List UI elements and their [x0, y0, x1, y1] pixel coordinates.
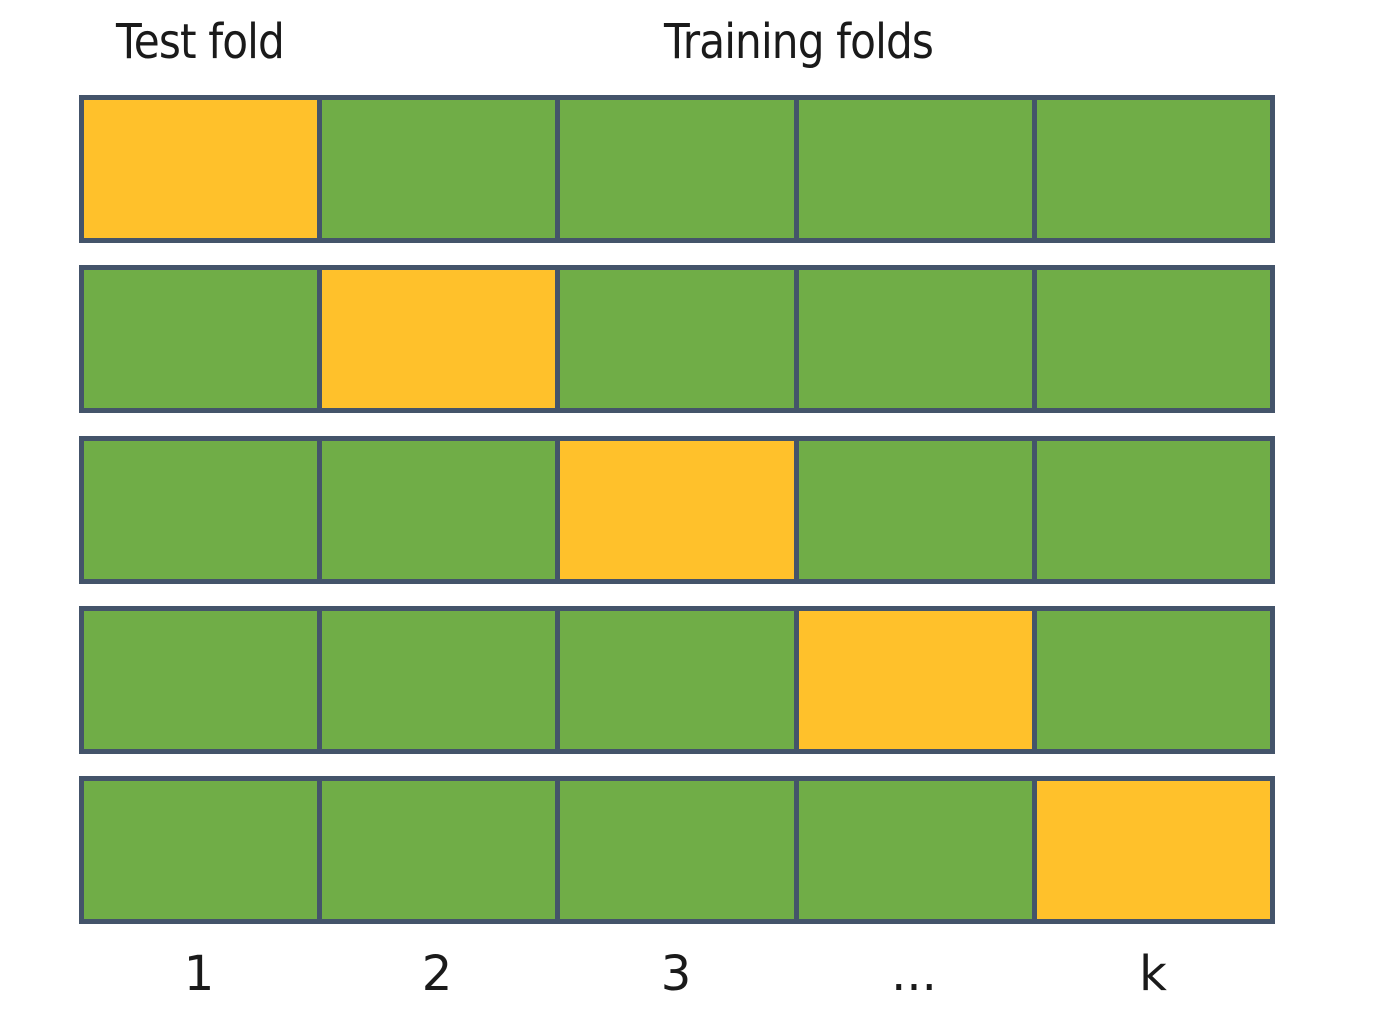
test-fold-label: Test fold: [116, 14, 285, 70]
fold-row-1: [79, 95, 1275, 243]
training-fold-cell: [322, 611, 556, 749]
test-fold-cell: [1036, 781, 1271, 919]
column-label-3: 3: [660, 946, 692, 1002]
fold-row-4: [79, 606, 1275, 754]
column-label-1: 1: [183, 946, 215, 1002]
training-fold-cell: [84, 270, 318, 408]
training-fold-cell: [560, 781, 794, 919]
test-fold-cell: [560, 441, 794, 579]
fold-row-5: [79, 776, 1275, 924]
training-fold-cell: [560, 100, 794, 238]
column-label-2: 2: [421, 946, 453, 1002]
training-fold-cell: [322, 441, 556, 579]
training-fold-cell: [322, 781, 556, 919]
training-fold-cell: [798, 441, 1032, 579]
fold-row-2: [79, 265, 1275, 413]
training-fold-cell: [1036, 100, 1271, 238]
training-fold-cell: [560, 611, 794, 749]
training-fold-cell: [84, 611, 318, 749]
column-label-k: k: [1139, 946, 1167, 1002]
training-fold-cell: [798, 100, 1032, 238]
test-fold-cell: [84, 100, 318, 238]
training-fold-cell: [560, 270, 794, 408]
training-fold-cell: [798, 781, 1032, 919]
training-fold-cell: [322, 100, 556, 238]
column-label-ellipsis: ...: [891, 946, 937, 1002]
test-fold-cell: [322, 270, 556, 408]
training-fold-cell: [798, 270, 1032, 408]
training-folds-label: Training folds: [664, 14, 934, 70]
training-fold-cell: [1036, 611, 1271, 749]
fold-row-3: [79, 436, 1275, 584]
test-fold-cell: [798, 611, 1032, 749]
kfold-grid: [79, 95, 1275, 929]
training-fold-cell: [1036, 441, 1271, 579]
training-fold-cell: [84, 781, 318, 919]
training-fold-cell: [1036, 270, 1271, 408]
training-fold-cell: [84, 441, 318, 579]
